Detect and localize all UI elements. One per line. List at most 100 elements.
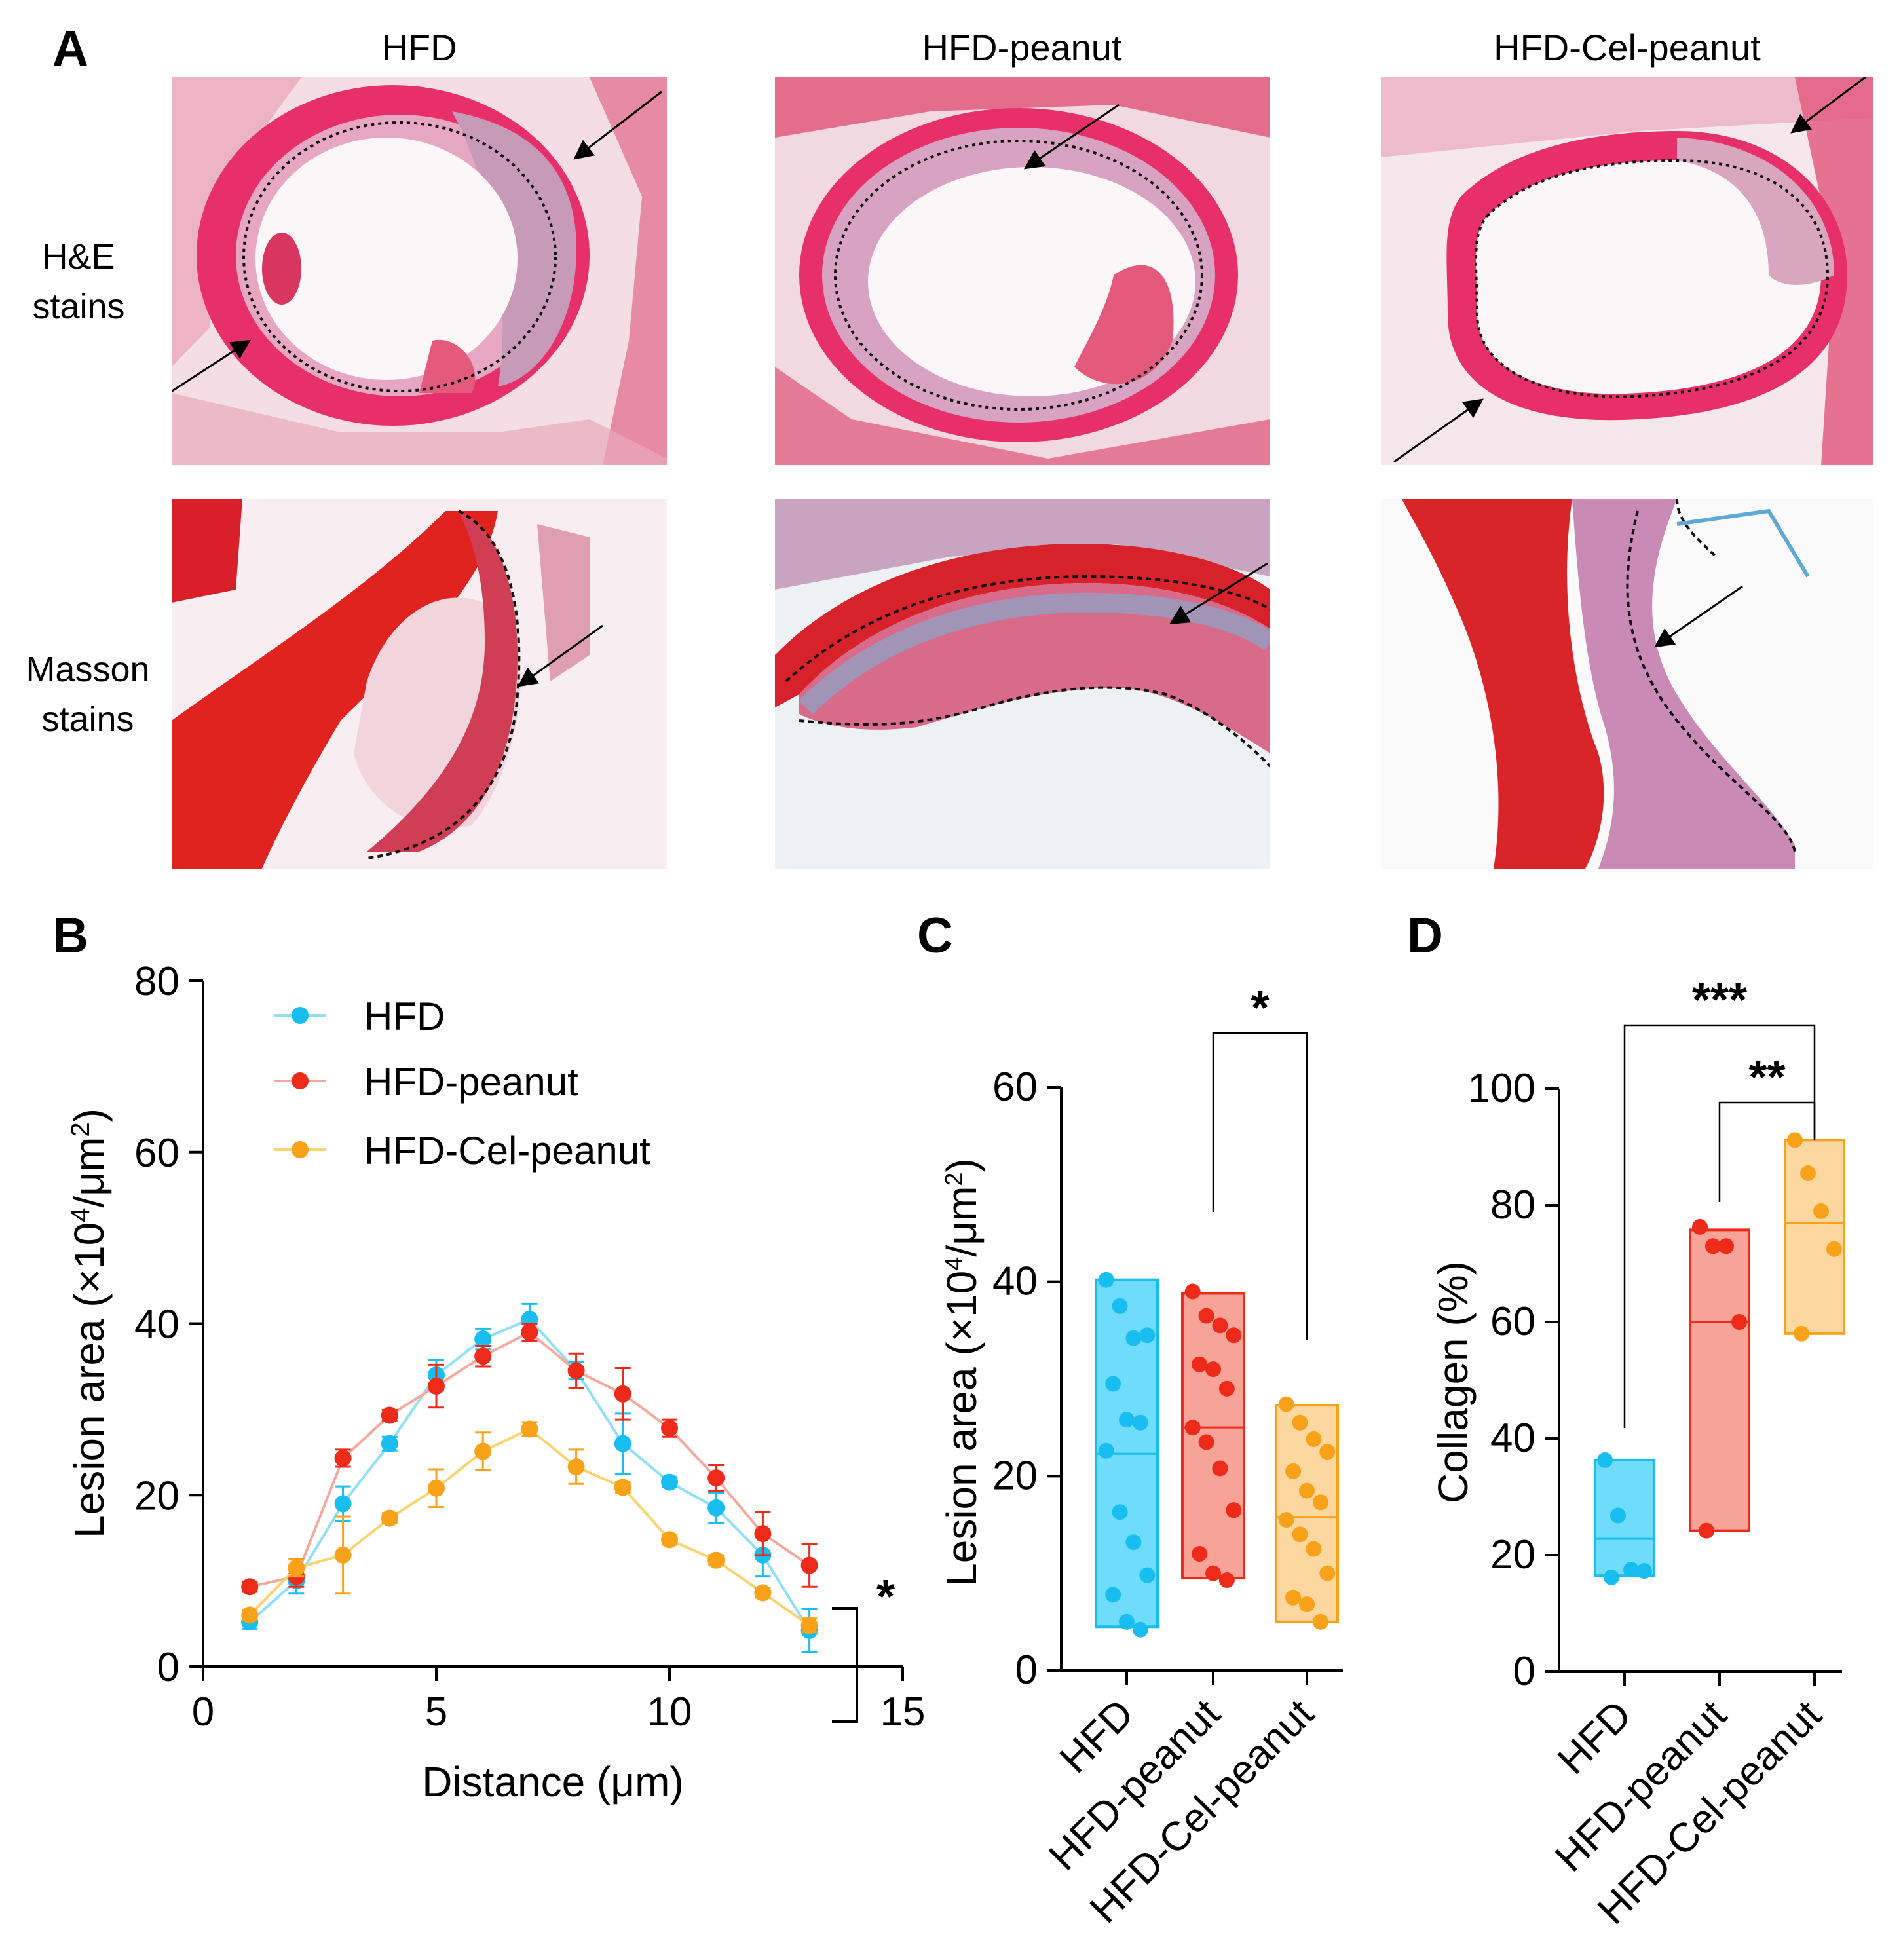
chart-c-point (1192, 1356, 1208, 1372)
chart-c-point (1306, 1431, 1322, 1447)
chart-c-point (1132, 1414, 1148, 1431)
chart-c-point (1105, 1376, 1121, 1392)
chart-d-point (1813, 1203, 1829, 1219)
chart-b-point (754, 1525, 772, 1543)
chart-c-point (1278, 1396, 1294, 1412)
chart-c-point (1139, 1567, 1156, 1583)
panel-a-letter: A (52, 21, 88, 77)
chart-c-point (1205, 1361, 1221, 1378)
chart-c-point (1119, 1613, 1135, 1630)
chart-d-box-hfd-peanut (1689, 1218, 1750, 1539)
chart-d-y-tick-label: 20 (1490, 1532, 1535, 1577)
panel-c-letter: C (917, 908, 953, 964)
chart-c-point (1139, 1327, 1156, 1344)
chart-d-comparison-label: ** (1748, 1051, 1785, 1104)
chart-d-point (1718, 1238, 1734, 1254)
chart-c-point (1198, 1308, 1214, 1324)
chart-d-point (1692, 1218, 1708, 1235)
chart-d-comparison-bracket (1718, 1101, 1816, 1202)
chart-c-point (1105, 1587, 1121, 1603)
chart-c-point (1319, 1565, 1336, 1581)
chart-c-y-tick-label: 20 (992, 1453, 1038, 1498)
chart-d-point (1826, 1241, 1842, 1257)
chart-c-point (1098, 1272, 1114, 1288)
chart-b-point (661, 1420, 678, 1437)
chart-b-legend-item: HFD-Cel-peanut (274, 1129, 650, 1173)
chart-d-y-tick-label: 80 (1490, 1182, 1535, 1228)
chart-c-point (1226, 1327, 1242, 1344)
chart-d-comparison: ** (1718, 1051, 1816, 1202)
chart-b-y-tick-label: 20 (134, 1473, 179, 1518)
chart-b-x-tick-label: 0 (192, 1689, 214, 1735)
chart-c-point (1319, 1444, 1336, 1460)
chart-c-point (1098, 1442, 1114, 1459)
row-label-masson-line2: stains (41, 700, 134, 739)
chart-b-y-axis-title: Lesion area (×104/μm2) (66, 1108, 113, 1538)
chart-c-point (1125, 1330, 1142, 1346)
chart-d-point (1787, 1132, 1803, 1148)
chart-b-y-tick-label: 60 (134, 1131, 179, 1176)
chart-c-box-hfd-cel-peanut (1275, 1396, 1339, 1630)
panel-b-letter: B (52, 908, 88, 964)
masson-stain-image-hfd-peanut (775, 499, 1270, 869)
chart-b-point (614, 1479, 631, 1496)
chart-b-point (474, 1442, 492, 1460)
chart-c-point (1285, 1463, 1302, 1479)
chart-c-y-tick-label: 40 (992, 1259, 1038, 1304)
chart-c-point (1212, 1460, 1228, 1477)
he-stain-image-hfd-peanut (775, 77, 1270, 465)
chart-c-comparison-label: * (1251, 982, 1269, 1034)
chart-c-box-hfd (1095, 1272, 1159, 1638)
chart-b-point (707, 1551, 725, 1569)
chart-b-y-tick-label: 0 (157, 1645, 179, 1690)
chart-b-point (428, 1378, 445, 1395)
chart-b-point (474, 1330, 492, 1348)
chart-b-x-tick-label: 15 (880, 1689, 926, 1735)
chart-d-y-tick-label: 40 (1490, 1416, 1535, 1461)
chart-c-lesion-area: Lesion area (×104/μm2) 0204060HFDHFD-pea… (938, 982, 1343, 1932)
chart-c-point (1306, 1541, 1322, 1557)
chart-d-point (1699, 1522, 1714, 1539)
chart-c-y-axis-title: Lesion area (×104/μm2) (938, 1158, 985, 1587)
chart-b-point (334, 1546, 352, 1564)
chart-c-point (1184, 1420, 1201, 1436)
chart-b-point (521, 1323, 538, 1341)
chart-b-point (614, 1385, 631, 1403)
chart-b-point (334, 1495, 352, 1513)
chart-c-point (1292, 1526, 1308, 1543)
chart-d-point (1597, 1452, 1613, 1468)
chart-b-point (707, 1469, 725, 1487)
chart-c-point (1218, 1572, 1235, 1589)
chart-d-point (1636, 1563, 1652, 1579)
chart-c-point (1198, 1434, 1214, 1450)
column-title-hfd-peanut: HFD-peanut (922, 27, 1121, 68)
chart-d-y-tick-label: 100 (1468, 1066, 1535, 1111)
chart-b-point (661, 1473, 678, 1491)
chart-d-y-tick-label: 0 (1513, 1649, 1535, 1694)
chart-b-point (567, 1458, 585, 1476)
chart-b-point (241, 1578, 259, 1596)
chart-c-point (1205, 1565, 1221, 1581)
row-label-he-line1: H&E (42, 237, 115, 276)
chart-b-point (754, 1584, 772, 1602)
chart-c-point (1184, 1283, 1201, 1300)
panel-d-letter: D (1407, 908, 1443, 964)
chart-b-point (800, 1556, 818, 1574)
chart-d-point (1800, 1165, 1816, 1182)
chart-b-series-hfd-peanut (241, 1323, 818, 1596)
chart-d-point (1731, 1314, 1747, 1330)
chart-c-point (1119, 1412, 1135, 1428)
chart-c-point (1312, 1613, 1328, 1630)
chart-d-point (1794, 1325, 1809, 1342)
chart-b-series-hfd (241, 1302, 818, 1653)
chart-c-point (1112, 1298, 1128, 1314)
he-stain-image-hfd (172, 77, 667, 465)
chart-c-point (1299, 1482, 1315, 1499)
chart-d-point (1604, 1569, 1619, 1585)
chart-d-comparison-bracket (1623, 1024, 1816, 1428)
chart-b-point (567, 1362, 585, 1380)
chart-b-x-tick-label: 5 (425, 1689, 447, 1735)
chart-b-series-line (249, 1330, 810, 1589)
chart-c-point (1192, 1546, 1208, 1562)
chart-c-y-tick-label: 0 (1015, 1648, 1038, 1693)
